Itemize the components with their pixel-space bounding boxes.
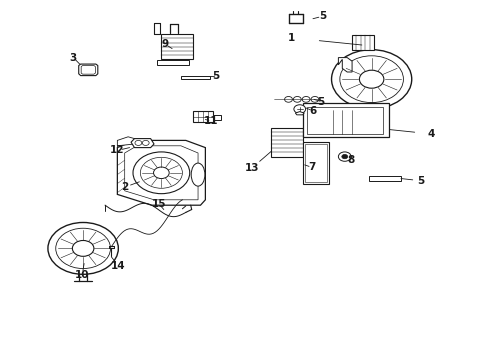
Bar (271, 128, 303, 157)
Text: 13: 13 (244, 163, 259, 173)
Polygon shape (117, 140, 205, 205)
Bar (306, 107, 382, 134)
Bar (181, 76, 210, 79)
Circle shape (293, 105, 305, 113)
Text: 2: 2 (121, 182, 128, 192)
Bar (305, 144, 326, 182)
Circle shape (140, 157, 182, 188)
Polygon shape (79, 64, 98, 76)
Polygon shape (295, 112, 304, 115)
Text: 14: 14 (111, 261, 125, 271)
Text: 5: 5 (319, 11, 325, 21)
Text: 6: 6 (309, 106, 316, 116)
Polygon shape (124, 146, 198, 200)
Text: 5: 5 (416, 176, 423, 186)
Ellipse shape (191, 163, 204, 186)
Circle shape (338, 152, 350, 161)
Circle shape (135, 140, 142, 145)
Circle shape (142, 140, 149, 145)
Text: 8: 8 (347, 155, 354, 165)
Polygon shape (338, 58, 351, 72)
Text: 5: 5 (212, 71, 219, 81)
Bar (351, 35, 373, 50)
Circle shape (56, 228, 110, 269)
Ellipse shape (310, 96, 318, 102)
Circle shape (72, 240, 94, 256)
Circle shape (331, 50, 411, 109)
Ellipse shape (293, 96, 301, 102)
Bar (303, 103, 388, 137)
Circle shape (341, 154, 347, 159)
Text: 5: 5 (317, 96, 324, 107)
Text: 4: 4 (427, 129, 434, 139)
Text: 7: 7 (307, 162, 315, 172)
Bar (303, 142, 328, 184)
Circle shape (48, 222, 118, 274)
Bar (157, 60, 189, 65)
Text: 1: 1 (287, 33, 294, 43)
Polygon shape (364, 103, 381, 110)
Circle shape (153, 167, 169, 179)
Bar (193, 111, 212, 122)
Ellipse shape (284, 96, 292, 102)
Bar (368, 176, 400, 181)
Text: 10: 10 (75, 270, 89, 280)
Text: 3: 3 (70, 53, 77, 63)
Text: 12: 12 (110, 145, 124, 156)
Polygon shape (131, 139, 154, 148)
Bar (161, 34, 193, 59)
Circle shape (339, 56, 403, 103)
Polygon shape (117, 137, 134, 146)
Bar (212, 115, 220, 120)
Circle shape (359, 70, 383, 88)
Polygon shape (81, 66, 95, 74)
Text: 11: 11 (203, 116, 218, 126)
Circle shape (133, 152, 189, 194)
Text: 9: 9 (162, 39, 168, 49)
Text: 15: 15 (152, 199, 166, 210)
Ellipse shape (302, 96, 309, 102)
